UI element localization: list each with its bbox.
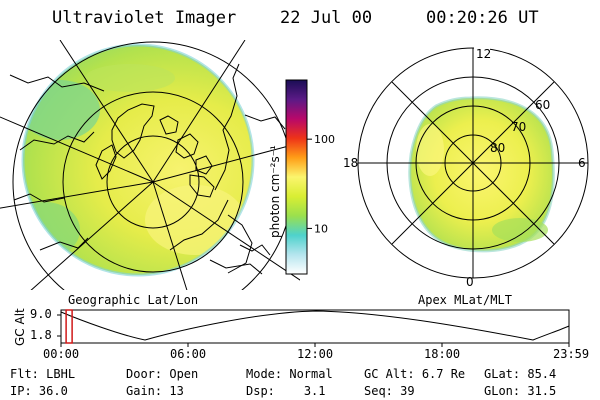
param-gc-alt: GC Alt: 6.7 Re <box>364 367 466 381</box>
altitude-xtick-2359: 23:59 <box>553 347 590 361</box>
mlt-18-label: 18 <box>343 156 358 170</box>
geographic-caption: Geographic Lat/Lon <box>68 293 199 307</box>
altitude-ylabel: GC Alt <box>13 308 27 346</box>
colorbar: 100 10 photon cm⁻²s⁻¹ <box>268 79 335 275</box>
param-dsp: Dsp: 3.1 <box>246 384 326 398</box>
colorbar-ticks: 100 10 <box>307 133 335 235</box>
current-time-marker <box>65 309 73 344</box>
param-filter: Flt: LBHL <box>10 367 76 381</box>
observation-date: 22 Jul 00 <box>280 8 373 28</box>
param-mode: Mode: Normal <box>246 367 333 381</box>
altitude-ytick-max: 9.0 <box>30 307 52 321</box>
mlat-80-label: 80 <box>490 141 505 155</box>
altitude-xtick-0000: 00:00 <box>43 347 80 361</box>
instrument-title: Ultraviolet Imager <box>52 8 237 28</box>
colorbar-tick-label-0: 100 <box>314 133 335 146</box>
param-door: Door: Open <box>126 367 199 381</box>
colorbar-tick-label-1: 10 <box>314 222 328 235</box>
param-ip: IP: 36.0 <box>10 384 68 398</box>
param-glat: GLat: 85.4 <box>484 367 557 381</box>
mlat-60-label: 60 <box>535 98 550 112</box>
altitude-xtick-1200: 12:00 <box>297 347 334 361</box>
altitude-ytick-min: 1.8 <box>30 328 52 342</box>
mlt-12-label: 12 <box>476 47 491 61</box>
altitude-xticks <box>60 343 570 347</box>
param-gain: Gain: 13 <box>126 384 184 398</box>
observation-time: 00:20:26 UT <box>426 8 539 28</box>
param-seq: Seq: 39 <box>364 384 415 398</box>
altitude-xtick-0600: 06:00 <box>170 347 207 361</box>
mlt-0-label: 0 <box>466 275 474 289</box>
apex-caption: Apex MLat/MLT <box>418 293 512 307</box>
colorbar-unit: photon cm⁻²s⁻¹ <box>268 145 282 238</box>
mlat-70-label: 70 <box>511 120 526 134</box>
param-glon: GLon: 31.5 <box>484 384 557 398</box>
altitude-plot: GC Alt <box>13 308 570 347</box>
coastlines <box>9 63 286 275</box>
apex-panel: 12 0 18 6 60 70 80 <box>343 46 589 289</box>
altitude-xtick-1800: 18:00 <box>424 347 461 361</box>
mlt-6-label: 6 <box>578 156 586 170</box>
